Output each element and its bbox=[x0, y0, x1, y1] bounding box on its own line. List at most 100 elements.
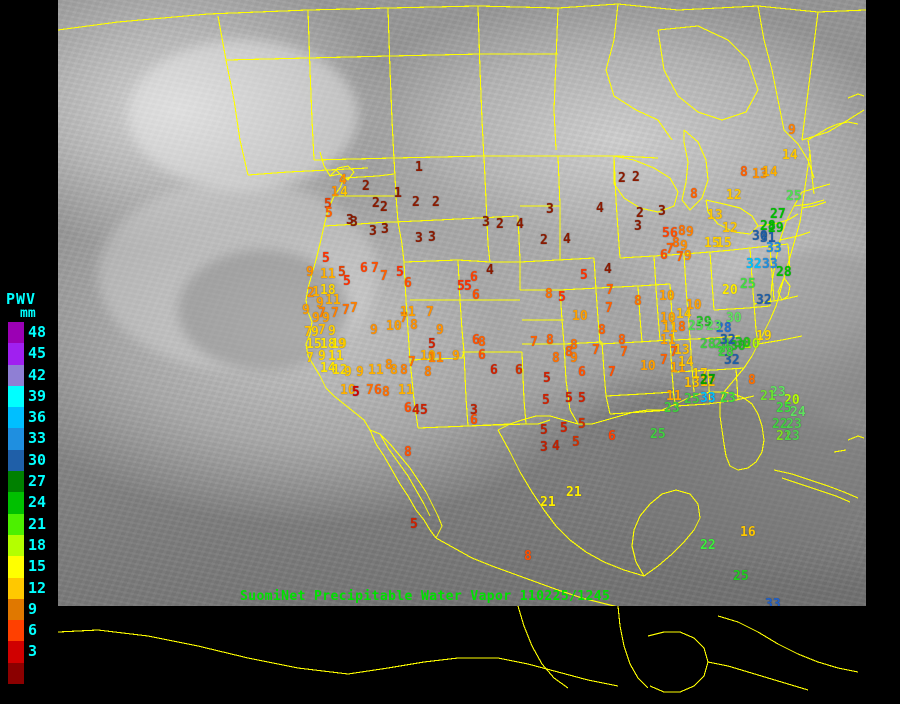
station-pwv-value: 4 bbox=[563, 232, 571, 247]
station-pwv-value: 6 bbox=[374, 383, 382, 398]
station-pwv-value: 12 bbox=[700, 375, 716, 390]
station-pwv-value: 23 bbox=[770, 385, 786, 400]
station-pwv-value: 8 bbox=[740, 165, 748, 180]
station-pwv-value: 20 bbox=[744, 337, 760, 352]
station-pwv-value: 28 bbox=[716, 321, 732, 336]
station-pwv-value: 29 bbox=[696, 315, 712, 330]
station-pwv-value: 14 bbox=[762, 165, 778, 180]
station-pwv-value: 6 bbox=[478, 348, 486, 363]
station-pwv-value: 22 bbox=[772, 417, 788, 432]
station-pwv-value: 5 bbox=[428, 337, 436, 352]
station-pwv-value: 2 bbox=[636, 206, 644, 221]
colorbar-swatch bbox=[8, 513, 24, 535]
station-pwv-value: 11 bbox=[666, 389, 682, 404]
colorbar-tick-label: 48 bbox=[28, 323, 47, 341]
station-pwv-value: 11 bbox=[660, 333, 676, 348]
station-pwv-value: 8 bbox=[678, 320, 686, 335]
colorbar-swatch bbox=[8, 556, 24, 578]
station-pwv-value: 7 bbox=[426, 305, 434, 320]
station-pwv-value: 9 bbox=[436, 323, 444, 338]
station-pwv-value: 3 bbox=[658, 204, 666, 219]
station-pwv-value: 11 bbox=[400, 305, 416, 320]
station-pwv-value: 30 bbox=[752, 229, 768, 244]
station-pwv-value: 2 bbox=[432, 195, 440, 210]
colorbar-swatch bbox=[8, 385, 24, 408]
station-pwv-value: 11 bbox=[670, 361, 686, 376]
station-pwv-value: 33 bbox=[762, 257, 778, 272]
station-pwv-value: 6 bbox=[515, 363, 523, 378]
colorbar-swatch bbox=[8, 598, 24, 621]
station-pwv-value: 5 bbox=[560, 421, 568, 436]
station-pwv-value: 5 bbox=[572, 435, 580, 450]
station-pwv-value: 5 bbox=[558, 290, 566, 305]
station-pwv-value: 21 bbox=[776, 429, 792, 444]
station-pwv-value: 2 bbox=[412, 195, 420, 210]
station-pwv-value: 5 bbox=[542, 393, 550, 408]
colorbar-tick-label: 21 bbox=[28, 514, 47, 533]
station-pwv-value: 20 bbox=[722, 283, 738, 298]
station-pwv-value: 7 bbox=[342, 303, 350, 318]
station-pwv-value: 6 bbox=[670, 226, 678, 241]
station-pwv-value: 7 bbox=[530, 335, 538, 350]
station-pwv-value: 23 bbox=[786, 417, 802, 432]
cloud-swirl-pacific-3 bbox=[178, 250, 348, 370]
colorbar-tick-label: 15 bbox=[28, 557, 47, 576]
station-pwv-value: 14 bbox=[676, 307, 692, 322]
station-pwv-value: 3 bbox=[346, 213, 354, 228]
colorbar-swatch bbox=[8, 343, 24, 365]
station-pwv-value: 5 bbox=[662, 226, 670, 241]
satellite-image-panel: 4 1 4 2 1 1 5 5 2 2 2 2 3 3 2 4 3 3 3 3 3 3 2 4 4 2 2 8 12 2 3 3 13 5 6 8 9 8… bbox=[58, 0, 866, 606]
station-pwv-value: 3 bbox=[428, 230, 436, 245]
station-pwv-value: 5 bbox=[322, 251, 330, 266]
colorbar-swatch bbox=[8, 534, 24, 557]
station-pwv-value: 11 bbox=[328, 349, 344, 364]
station-pwv-value: 25 bbox=[684, 392, 700, 407]
station-pwv-value: 8 bbox=[382, 385, 390, 400]
station-pwv-value: 16 bbox=[740, 525, 756, 540]
map-vector-overlay bbox=[58, 3, 866, 606]
station-pwv-value: 3 bbox=[540, 440, 548, 455]
station-pwv-value: 21 bbox=[760, 389, 776, 404]
station-pwv-value: 14 bbox=[678, 355, 694, 370]
station-pwv-value: 5 bbox=[352, 385, 360, 400]
station-pwv-value: 8 bbox=[524, 549, 532, 564]
station-pwv-value: 28 bbox=[776, 265, 792, 280]
station-pwv-value: 3 bbox=[634, 219, 642, 234]
station-pwv-value: 9 bbox=[788, 123, 796, 138]
colorbar-units: mm bbox=[20, 306, 36, 321]
station-pwv-value: 12 bbox=[722, 221, 738, 236]
cloud-swirl-gulf bbox=[618, 400, 866, 550]
station-pwv-value: 5 bbox=[410, 517, 418, 532]
station-pwv-value: 12 bbox=[332, 363, 348, 378]
colorbar-swatch bbox=[8, 492, 24, 514]
colorbar-tick-label: 9 bbox=[28, 599, 38, 618]
station-pwv-value: 5 bbox=[396, 265, 404, 280]
station-pwv-value: 15 bbox=[704, 236, 720, 251]
station-pwv-value: 5 bbox=[325, 206, 333, 221]
station-pwv-value: 10 bbox=[420, 349, 436, 364]
station-pwv-value: 12 bbox=[726, 188, 742, 203]
station-pwv-value: 9 bbox=[684, 249, 692, 264]
station-pwv-value: 15 bbox=[716, 236, 732, 251]
station-pwv-value: 27 bbox=[770, 207, 786, 222]
station-pwv-value: 6 bbox=[470, 270, 478, 285]
station-pwv-value: 9 bbox=[370, 323, 378, 338]
station-pwv-value: 7 bbox=[620, 345, 628, 360]
station-pwv-value: 17 bbox=[692, 367, 708, 382]
station-pwv-value: 33 bbox=[766, 241, 782, 256]
station-pwv-value: 4 bbox=[486, 263, 494, 278]
station-pwv-value: 8 bbox=[678, 224, 686, 239]
colorbar-swatch bbox=[8, 620, 24, 642]
station-pwv-value: 8 bbox=[552, 351, 560, 366]
station-pwv-value: 9 bbox=[302, 303, 310, 318]
station-pwv-value: 3 bbox=[350, 215, 358, 230]
station-pwv-value: 19 bbox=[331, 337, 347, 352]
colorbar-tick-label: 3 bbox=[28, 642, 38, 661]
station-pwv-value: 2 bbox=[540, 233, 548, 248]
station-pwv-value: 7 bbox=[670, 345, 678, 360]
station-pwv-value: 9 bbox=[356, 365, 364, 380]
station-pwv-value: 9 bbox=[680, 239, 688, 254]
station-pwv-value: 9 bbox=[311, 325, 319, 340]
station-pwv-value: 30 bbox=[730, 339, 746, 354]
